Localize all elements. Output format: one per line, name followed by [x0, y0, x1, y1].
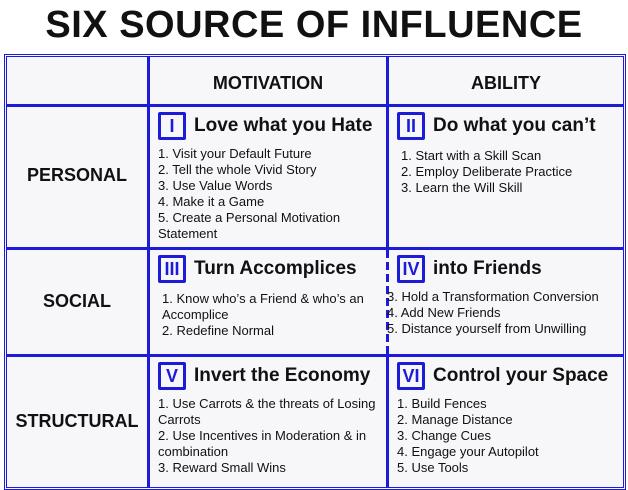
cell-heading: I Love what you Hate [158, 112, 382, 140]
column-header-ability: ABILITY [471, 73, 541, 93]
numeral-badge: II [397, 112, 425, 140]
divider [386, 57, 389, 250]
list-item: 3. Learn the Will Skill [401, 180, 523, 195]
cell-heading: IV into Friends [387, 255, 619, 283]
list-item: 3. Use Value Words [158, 178, 273, 193]
list-item: 4. Make it a Game [158, 194, 265, 209]
item-list: 1. Visit your Default Future 2. Tell the … [158, 146, 382, 242]
list-item: 3. Reward Small Wins [158, 460, 286, 475]
column-header-motivation: MOTIVATION [212, 73, 324, 93]
row-header-structural: STRUCTURAL [15, 411, 139, 431]
divider [7, 247, 623, 250]
item-list: 1. Use Carrots & the threats of Losing C… [158, 396, 382, 476]
item-list: 1. Start with a Skill Scan 2. Employ Deli… [397, 148, 621, 196]
cell-i: I Love what you Hate 1. Visit your Default… [158, 112, 382, 242]
list-item: 5. Distance yourself from Unwilling [387, 321, 587, 336]
list-item: 2. Tell the whole Vivid Story [158, 162, 317, 177]
numeral-badge: V [158, 362, 186, 390]
heading-text: Turn Accomplices [194, 258, 357, 279]
cell-iii: III Turn Accomplices 1. Know who’s a Frien… [158, 255, 382, 339]
cell-heading: II Do what you can’t [397, 112, 621, 140]
list-item: 2. Redefine Normal [162, 323, 274, 338]
cell-v: V Invert the Economy 1. Use Carrots & the … [158, 362, 382, 476]
cell-ii: II Do what you can’t 1. Start with a Skill… [397, 112, 621, 196]
list-item: 1. Start with a Skill Scan [401, 148, 542, 163]
cell-iv: IV into Friends 3. Hold a Transformation C… [387, 255, 619, 337]
list-item: 1. Use Carrots & the threats of Losing C… [158, 396, 376, 427]
list-item: 5. Use Tools [397, 460, 469, 475]
list-item: 4. Add New Friends [387, 305, 501, 320]
item-list: 1. Build Fences 2. Manage Distance 3. Chan… [397, 396, 621, 476]
list-item: 1. Build Fences [397, 396, 487, 411]
influence-grid: MOTIVATION ABILITY PERSONAL SOCIAL STRUC… [4, 54, 626, 490]
heading-text: Control your Space [433, 365, 609, 386]
cell-heading: VI Control your Space [397, 362, 621, 390]
page-title: SIX SOURCE OF INFLUENCE [45, 4, 583, 46]
list-item: 3. Change Cues [397, 428, 491, 443]
cell-vi: VI Control your Space 1. Build Fences 2. Ma… [397, 362, 621, 476]
list-item: 2. Employ Deliberate Practice [401, 164, 573, 179]
heading-text: into Friends [433, 258, 542, 279]
list-item: 3. Hold a Transformation Conversion [387, 289, 599, 304]
item-list: 1. Know who’s a Friend & who’s an Accomp… [158, 291, 382, 339]
list-item: 5. Create a Personal Motivation Statemen… [158, 210, 341, 241]
dashed-divider [386, 250, 389, 357]
heading-text: Do what you can’t [433, 115, 596, 136]
divider [147, 57, 150, 487]
cell-heading: V Invert the Economy [158, 362, 382, 390]
divider [386, 357, 389, 487]
heading-text: Love what you Hate [194, 115, 373, 136]
divider [7, 354, 623, 357]
numeral-badge: I [158, 112, 186, 140]
cell-heading: III Turn Accomplices [158, 255, 382, 283]
item-list: 3. Hold a Transformation Conversion 4. Ad… [387, 289, 619, 337]
list-item: 1. Visit your Default Future [158, 146, 312, 161]
list-item: 2. Use Incentives in Moderation & in com… [158, 428, 367, 459]
divider [7, 104, 623, 107]
list-item: 4. Engage your Autopilot [397, 444, 539, 459]
list-item: 2. Manage Distance [397, 412, 513, 427]
row-header-social: SOCIAL [42, 291, 111, 311]
numeral-badge: IV [397, 255, 425, 283]
row-header-personal: PERSONAL [26, 165, 127, 185]
list-item: 1. Know who’s a Friend & who’s an Accomp… [162, 291, 364, 322]
numeral-badge: III [158, 255, 186, 283]
numeral-badge: VI [397, 362, 425, 390]
heading-text: Invert the Economy [194, 365, 371, 386]
